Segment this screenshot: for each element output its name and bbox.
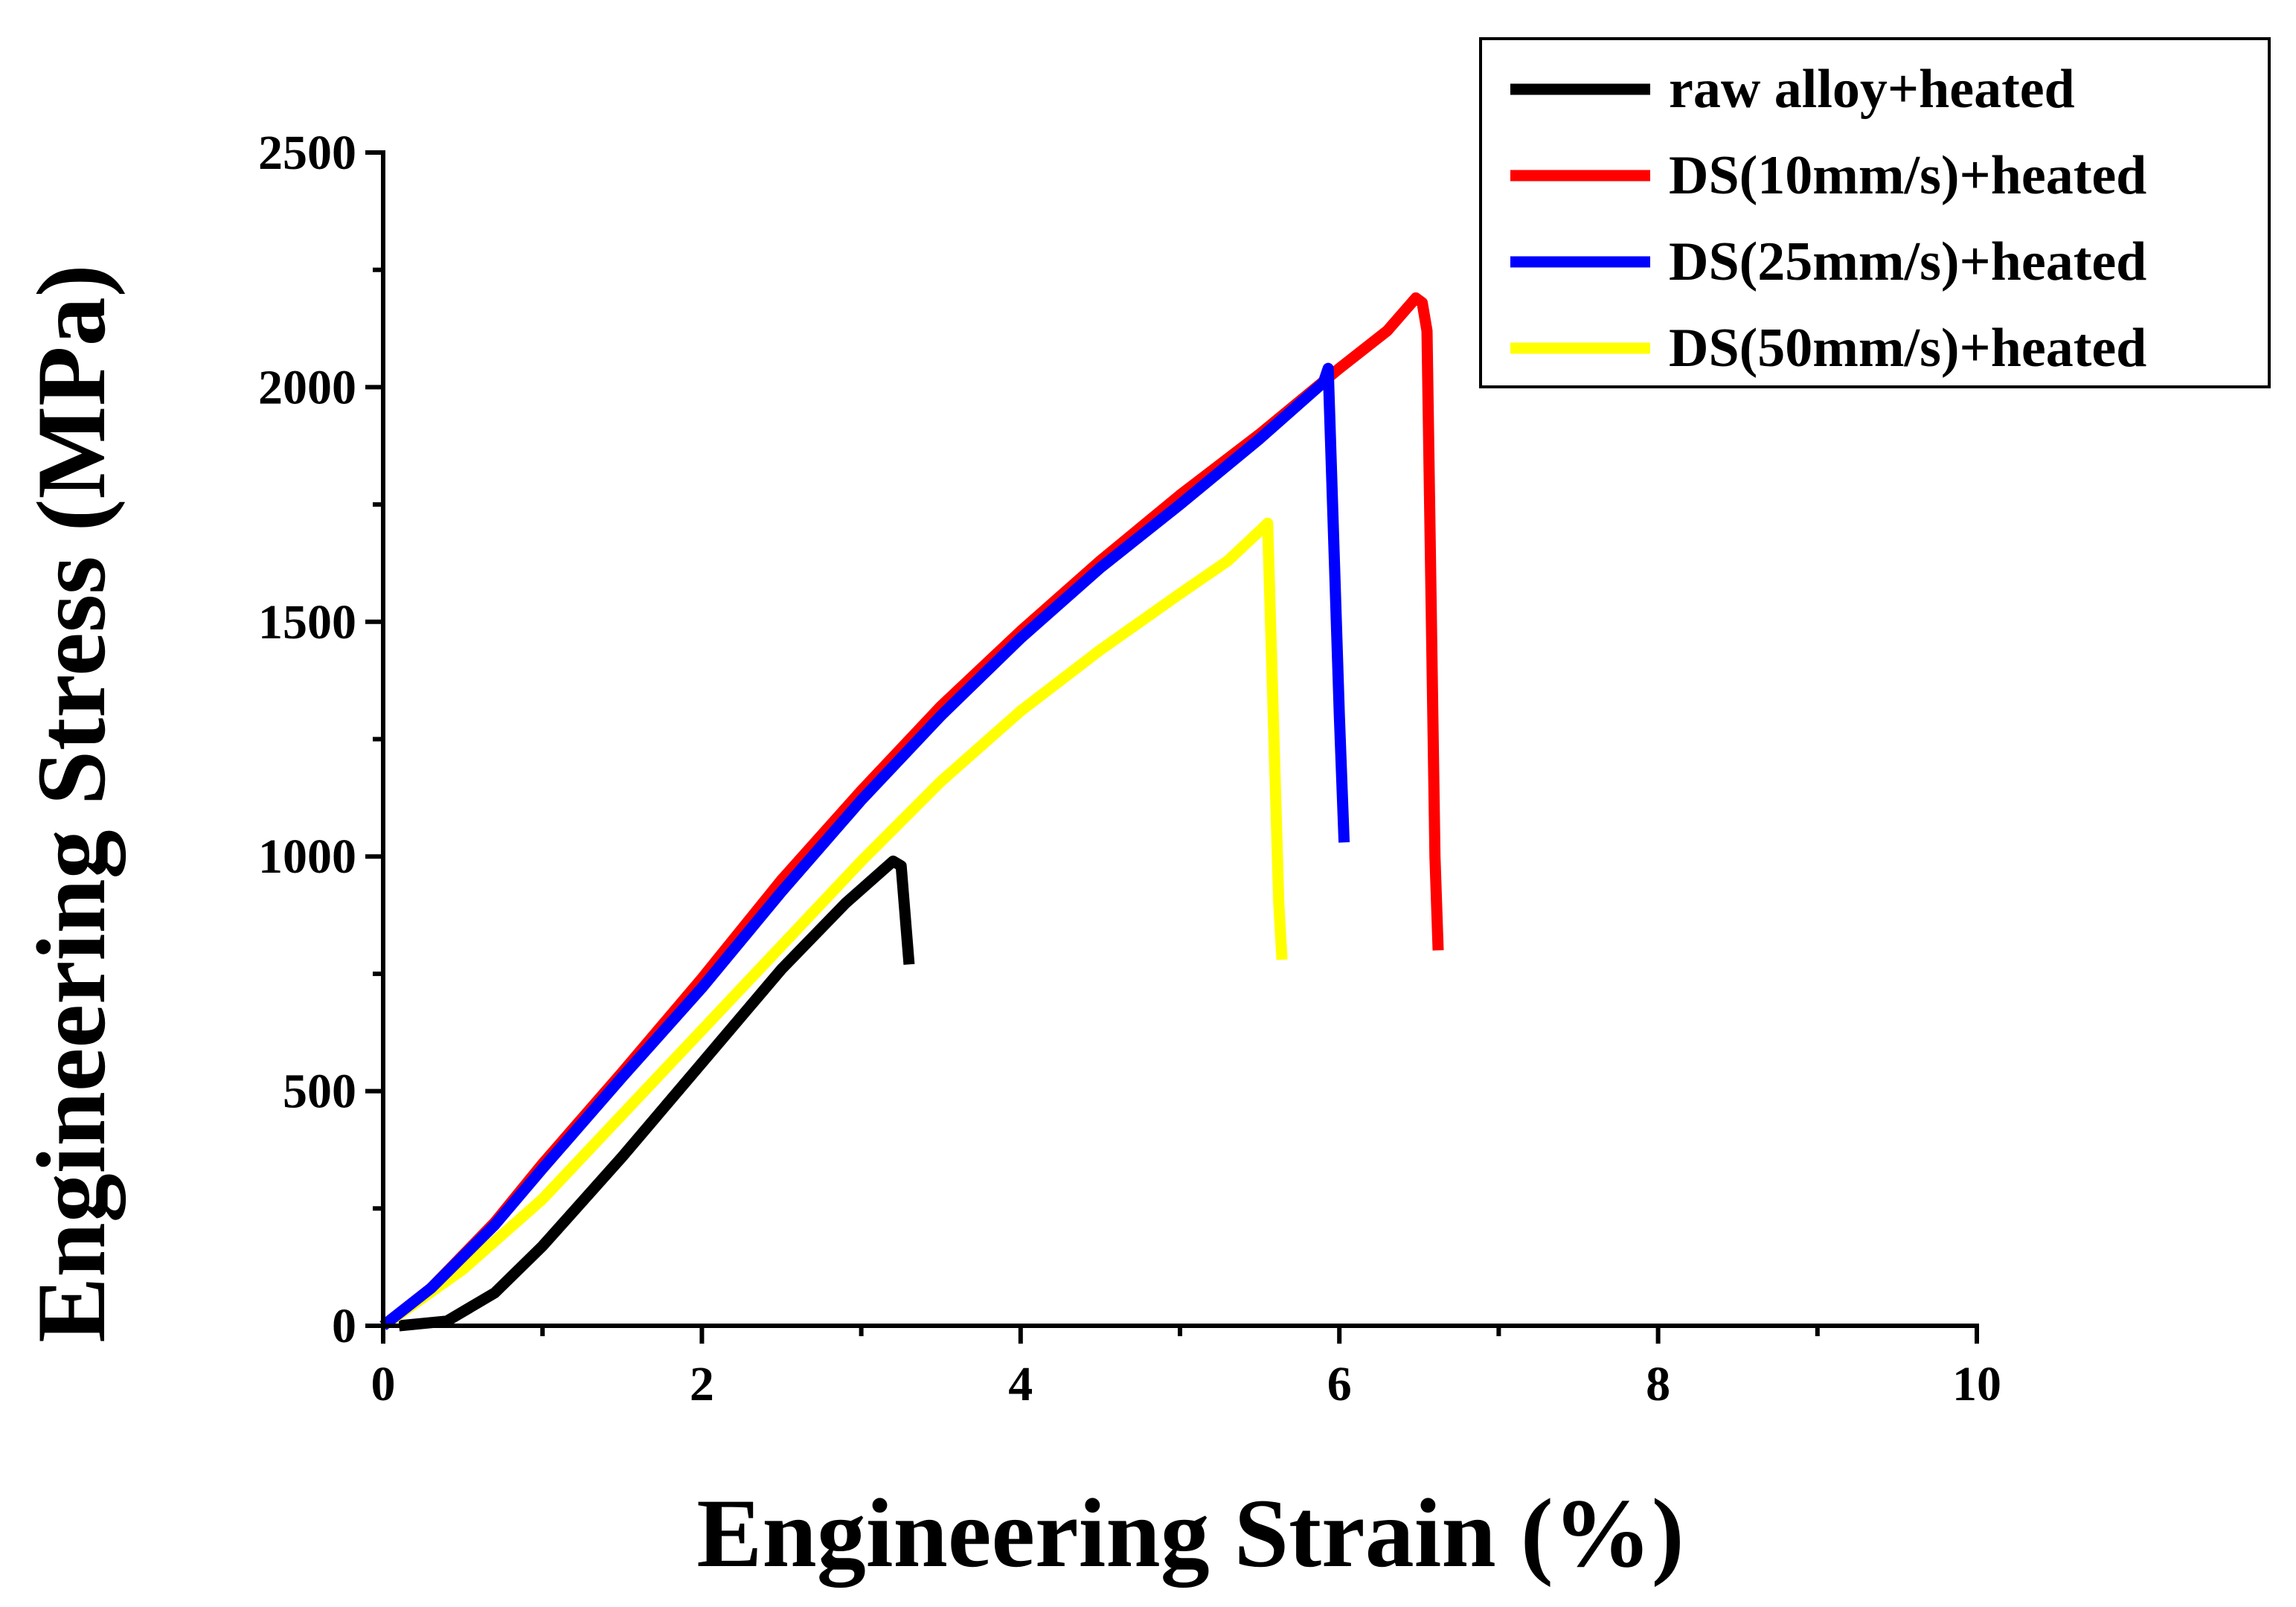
y-axis-title: Engineering Stress (MPa)	[16, 264, 126, 1342]
x-tick-label: 4	[1008, 1357, 1033, 1411]
y-tick-label: 500	[283, 1065, 356, 1119]
x-tick-label: 8	[1646, 1357, 1670, 1411]
y-tick-label: 2500	[258, 126, 356, 180]
y-tick-label: 2000	[258, 360, 356, 414]
y-tick-label: 1500	[258, 595, 356, 649]
legend-items: raw alloy+heated DS(10mm/s)+heated DS(25mm…	[1510, 59, 2146, 379]
series-line-3	[379, 362, 1350, 1330]
x-axis-title: Engineering Strain (%)	[696, 1478, 1684, 1588]
series-line-1	[398, 856, 915, 1332]
x-axis-ticks: 0 2 4 6 8 10	[371, 1326, 2001, 1411]
x-tick-label: 0	[371, 1357, 396, 1411]
x-tick-label: 6	[1327, 1357, 1352, 1411]
legend-label-1: raw alloy+heated	[1669, 59, 2075, 120]
y-tick-label: 1000	[258, 830, 356, 884]
y-tick-label: 0	[332, 1299, 356, 1353]
legend: raw alloy+heated DS(10mm/s)+heated DS(25mm…	[1479, 37, 2271, 388]
x-tick-label: 10	[1952, 1357, 2001, 1411]
series-layer	[379, 292, 1444, 1332]
x-tick-label: 2	[690, 1357, 714, 1411]
legend-label-3: DS(25mm/s)+heated	[1669, 231, 2146, 292]
legend-label-2: DS(10mm/s)+heated	[1669, 145, 2146, 206]
legend-label-4: DS(50mm/s)+heated	[1669, 318, 2146, 379]
series-line-4	[379, 517, 1288, 1331]
legend-box	[1479, 37, 2271, 388]
y-axis-ticks: 0 500 1000 1500 2000 2500	[258, 126, 383, 1353]
